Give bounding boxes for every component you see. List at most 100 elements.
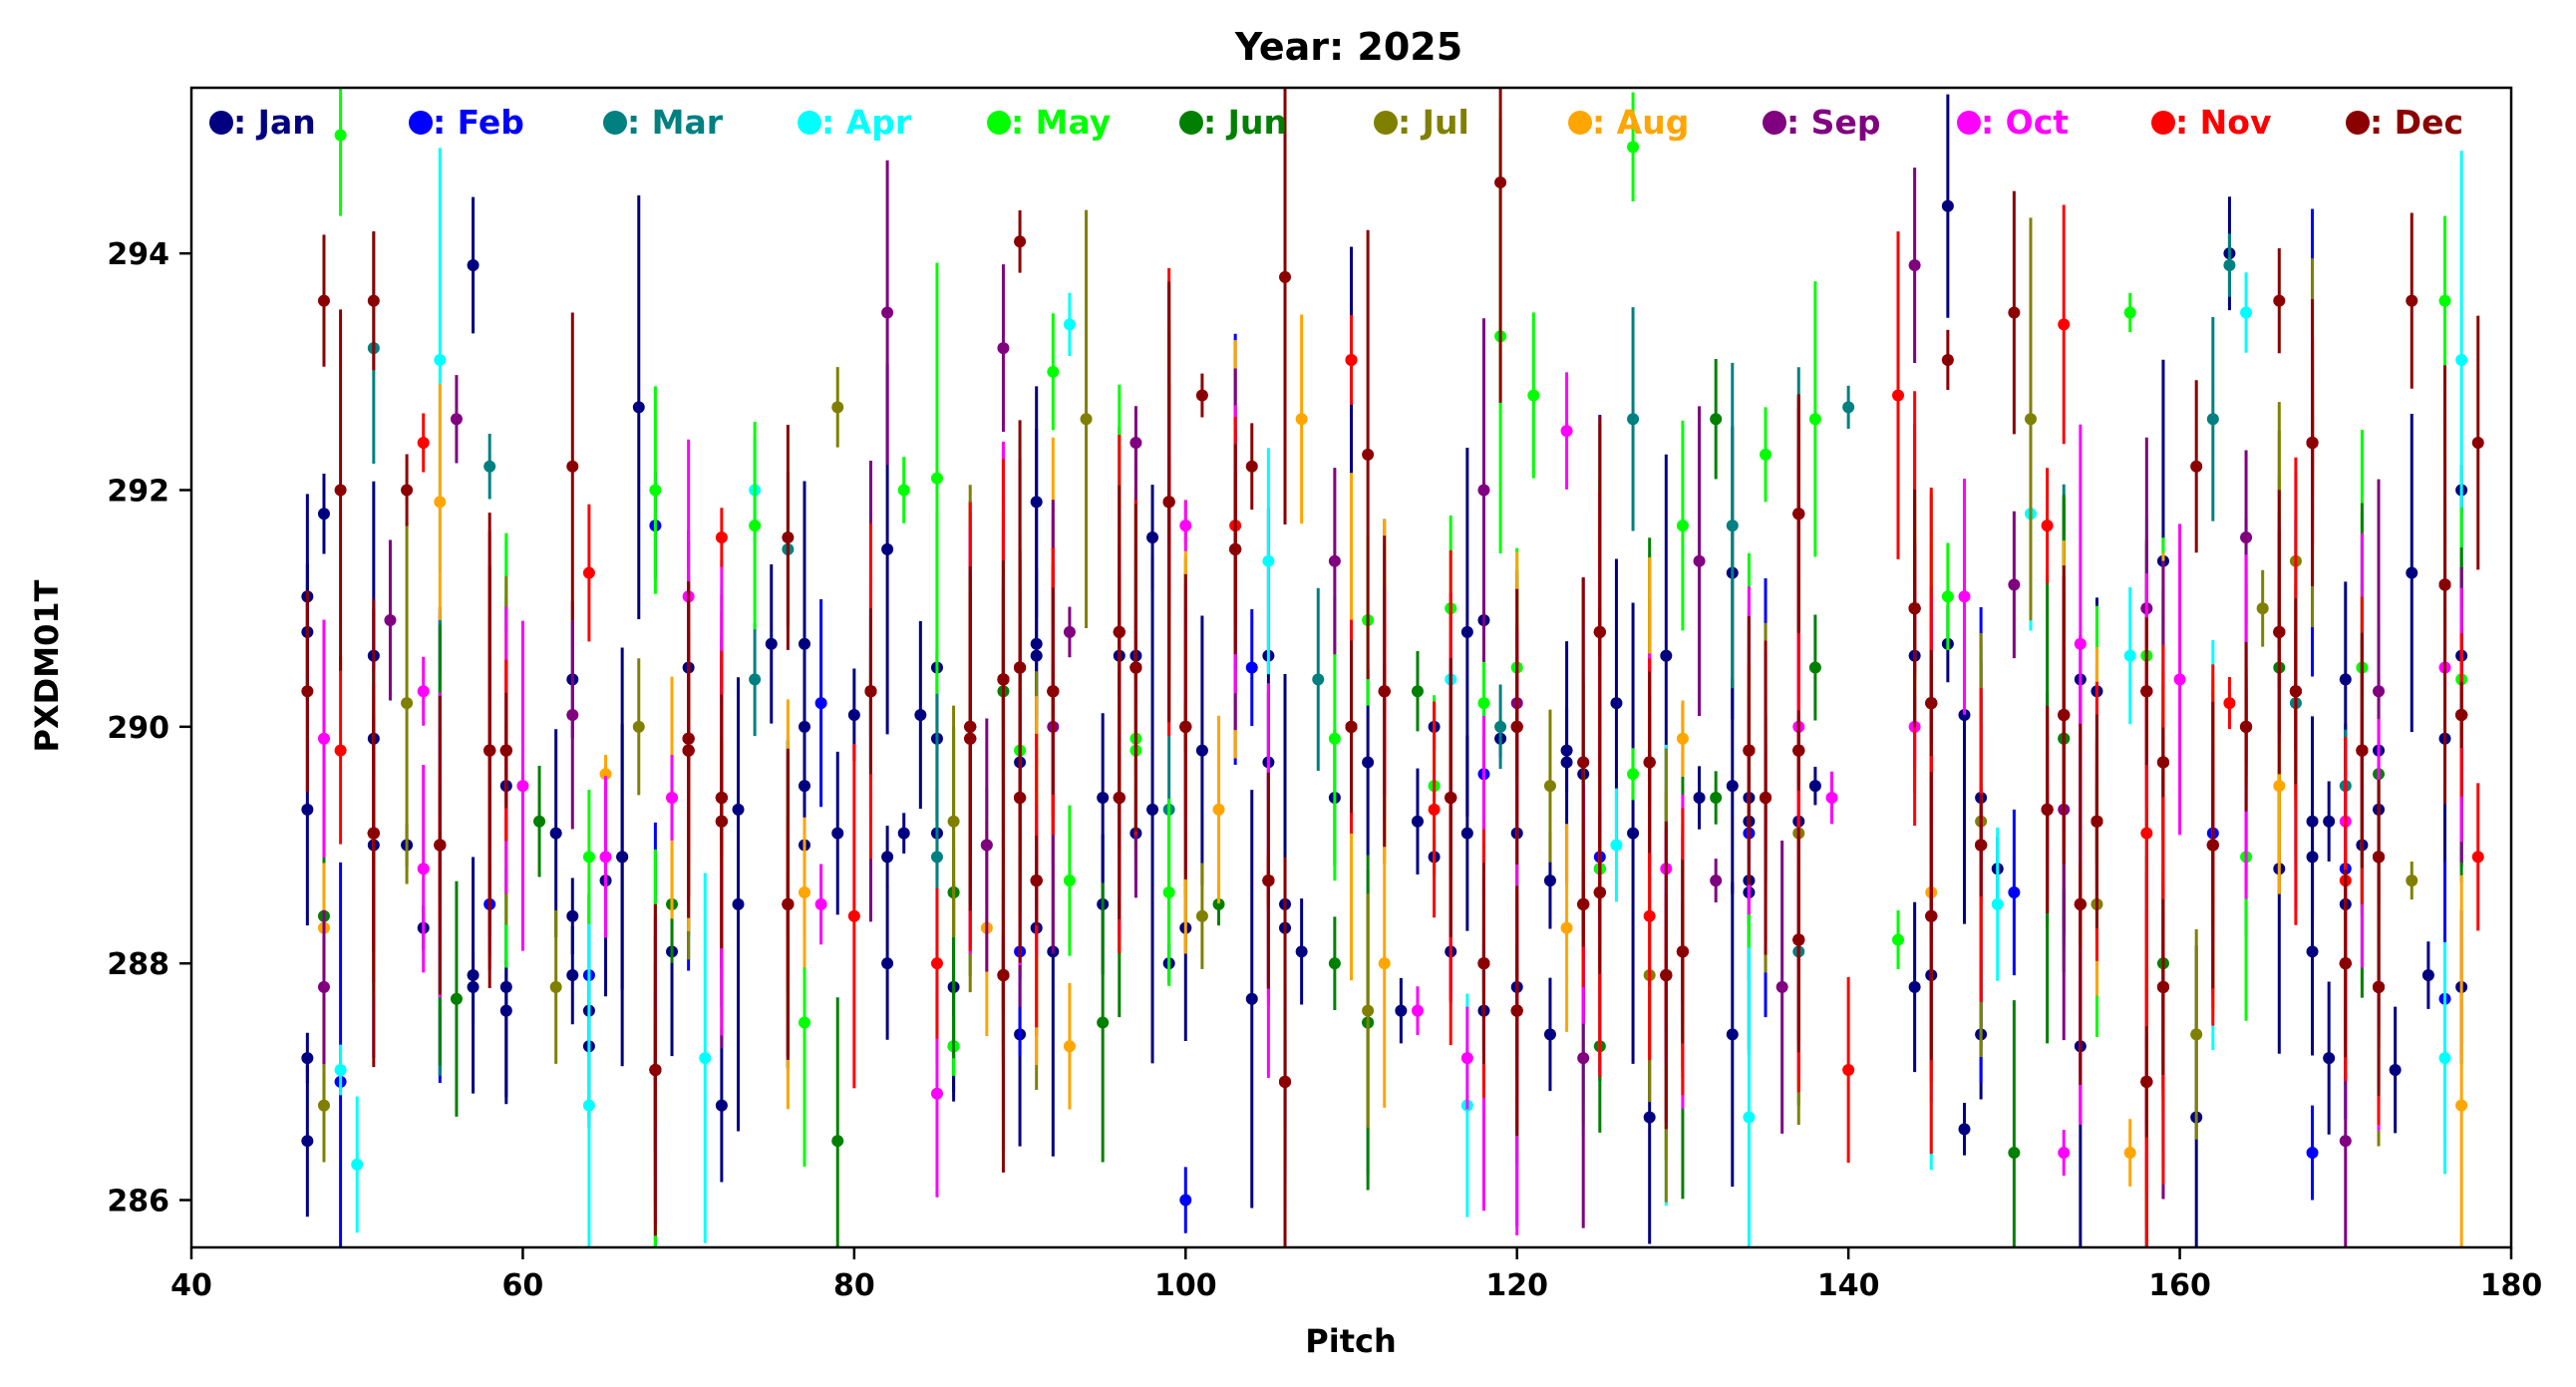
data-point [1328, 957, 1341, 970]
data-point [1577, 756, 1590, 769]
data-point [467, 259, 480, 272]
data-point [1941, 590, 1954, 603]
data-point [814, 897, 827, 910]
data-point [2223, 697, 2236, 710]
legend-label: : Sep [1786, 103, 1880, 142]
data-point [1477, 957, 1490, 970]
data-point [1610, 839, 1623, 852]
data-point [1212, 897, 1225, 910]
data-point [2273, 625, 2286, 638]
data-point [1925, 909, 1938, 922]
data-point [1676, 945, 1689, 958]
data-point [2323, 1052, 2336, 1065]
data-point [1577, 1052, 1590, 1065]
data-point [1362, 448, 1375, 461]
data-point [2455, 353, 2468, 366]
data-point [632, 401, 645, 414]
data-point [1262, 554, 1275, 567]
data-point [715, 530, 728, 543]
x-tick-label: 80 [833, 1268, 875, 1303]
data-point [2339, 673, 2352, 686]
data-point [2438, 1052, 2451, 1065]
legend: : Jan: Feb: Mar: Apr: May: Jun: Jul: Aug… [209, 103, 2463, 142]
data-point [1345, 353, 1358, 366]
data-point [450, 992, 463, 1005]
data-point [1627, 413, 1640, 426]
x-tick-label: 100 [1154, 1268, 1217, 1303]
data-point [2240, 530, 2253, 543]
data-point [1842, 1063, 1855, 1076]
data-point [317, 508, 330, 520]
data-point [930, 957, 943, 970]
data-point [1295, 945, 1308, 958]
data-point [599, 768, 612, 781]
data-point [2389, 1063, 2402, 1076]
data-point [831, 401, 844, 414]
data-point [1908, 259, 1921, 272]
data-point [417, 863, 430, 875]
data-point [1560, 425, 1573, 438]
data-point [1726, 780, 1739, 793]
data-point [2455, 1099, 2468, 1112]
data-point [367, 294, 380, 307]
data-point [649, 1063, 662, 1076]
legend-marker [987, 111, 1011, 135]
data-point [930, 1087, 943, 1100]
data-point [1063, 625, 1076, 638]
data-point [2339, 1135, 2352, 1148]
data-point [2123, 1147, 2136, 1160]
data-point [582, 1099, 595, 1112]
data-point [1063, 874, 1076, 887]
data-point [1445, 792, 1457, 805]
data-point [1146, 530, 1159, 543]
data-point [1775, 980, 1788, 993]
data-point [1179, 1194, 1192, 1207]
data-point [814, 697, 827, 710]
data-point [2421, 969, 2434, 982]
y-tick-label: 288 [107, 947, 169, 982]
data-point [566, 909, 579, 922]
data-point [1312, 673, 1325, 686]
data-point [2041, 520, 2054, 532]
data-point [1063, 1040, 1076, 1053]
data-point [2306, 437, 2319, 450]
data-point [1941, 199, 1954, 212]
data-point [1643, 1111, 1656, 1124]
data-point [1808, 780, 1821, 793]
data-point [682, 744, 695, 757]
data-point [434, 353, 447, 366]
data-point [1660, 969, 1673, 982]
data-point [1643, 756, 1656, 769]
data-point [1543, 874, 1556, 887]
data-point [930, 851, 943, 864]
data-point [1543, 1028, 1556, 1041]
data-point [1378, 685, 1391, 698]
data-point [1494, 720, 1507, 733]
data-point [2339, 957, 2352, 970]
data-point [1345, 720, 1358, 733]
data-point [1195, 389, 1208, 402]
data-point [1543, 780, 1556, 793]
data-point [2438, 578, 2451, 591]
data-point [401, 484, 414, 497]
data-point [434, 496, 447, 509]
legend-label: : Feb [433, 103, 524, 142]
data-point [1825, 792, 1838, 805]
x-tick-label: 140 [1817, 1268, 1880, 1303]
data-point [1195, 909, 1208, 922]
data-point [1063, 318, 1076, 331]
data-point [450, 413, 463, 426]
data-point [831, 827, 844, 840]
data-point [2041, 803, 2054, 816]
legend-label: : Oct [1981, 103, 2069, 142]
data-point [1047, 365, 1060, 378]
data-point [930, 472, 943, 485]
data-point [599, 851, 612, 864]
data-point [1179, 720, 1192, 733]
data-point [715, 815, 728, 828]
data-point [1676, 520, 1689, 532]
data-point [2240, 720, 2253, 733]
data-point [1892, 389, 1905, 402]
legend-item-oct: : Oct [1957, 103, 2069, 142]
